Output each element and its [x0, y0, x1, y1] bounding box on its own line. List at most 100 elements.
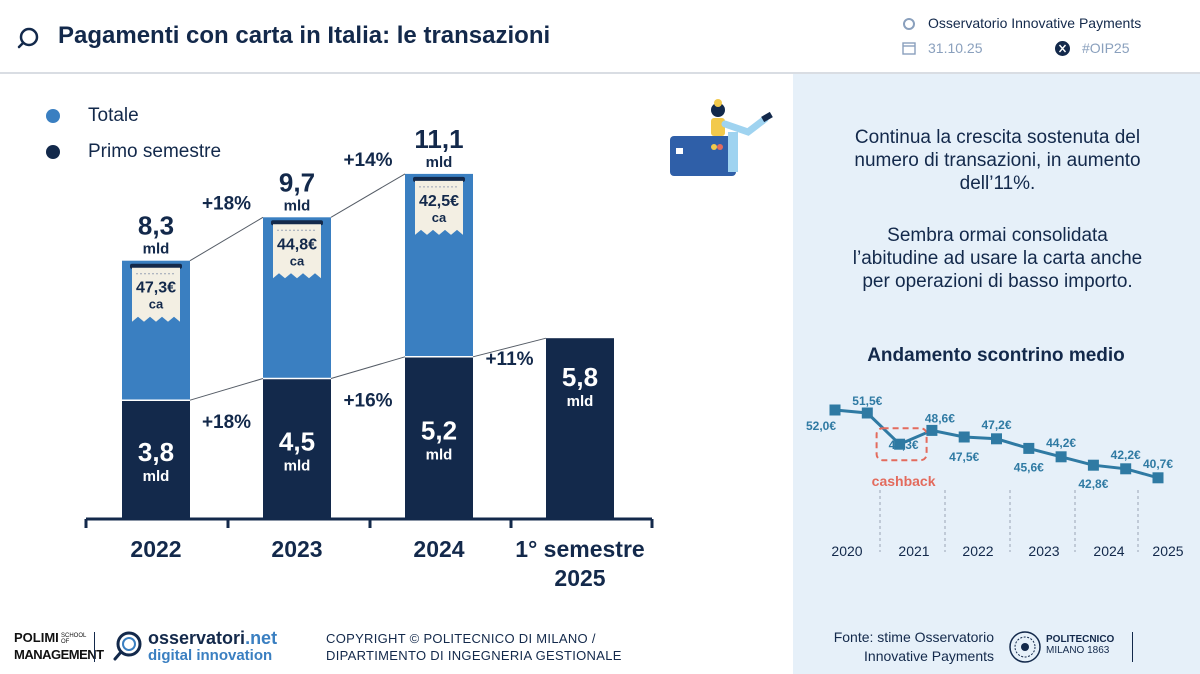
politecnico-seal-icon: [1008, 630, 1042, 664]
data-point-marker: [861, 407, 873, 419]
data-point-marker: [991, 433, 1002, 445]
insight-paragraph-2: Sembra ormai consolidata l’abitudine ad …: [852, 225, 1143, 292]
total-unit-label: mld: [426, 154, 453, 171]
receipt-ca: ca: [432, 210, 447, 225]
growth-label-totale: +14%: [343, 150, 392, 171]
footer-divider: [94, 632, 95, 662]
receipt-value: 42,5€: [419, 193, 459, 210]
osservatori-brand[interactable]: osservatori.net digital innovation: [148, 628, 278, 664]
receipt-slot: [271, 220, 323, 226]
insight-paragraph-1: Continua la crescita sostenuta del numer…: [854, 127, 1141, 194]
card-illustration: [668, 90, 778, 178]
bar-primo-semestre: [405, 356, 473, 518]
header-logo-icon: [16, 26, 40, 50]
data-point-label: 47,2€: [981, 418, 1011, 432]
legend-label-semestre: Primo semestre: [88, 141, 222, 162]
legend-dot-semestre: [46, 145, 60, 159]
source-note: Fonte: stime Osservatorio Innovative Pay…: [833, 629, 994, 664]
data-point-label: 48,6€: [925, 411, 955, 425]
x-tick-label: 2024: [413, 536, 464, 562]
x-tick-label: 2021: [898, 543, 929, 559]
data-point-marker: [829, 404, 841, 416]
data-point-marker: [1023, 442, 1035, 454]
semestre-value-label: 4,5: [279, 426, 315, 456]
line-chart-title: Andamento scontrino medio: [867, 345, 1125, 366]
x-tick-label: 2022: [962, 543, 993, 559]
x-tick-label: 2025: [554, 565, 605, 591]
header-divider: [0, 72, 1200, 74]
insight-panel: [793, 74, 1200, 674]
total-value-label: 9,7: [279, 167, 315, 197]
org-icon: [902, 17, 916, 31]
cashback-highlight: [875, 427, 928, 462]
x-tick-label: 2020: [831, 543, 862, 559]
total-unit-label: mld: [284, 197, 311, 214]
bar-primo-semestre: [263, 378, 331, 518]
receipt-ca: ca: [290, 253, 305, 268]
data-point-label: 51,5€: [852, 394, 882, 408]
growth-connector-totale: [189, 216, 264, 262]
receipt-value: 44,8€: [277, 236, 317, 253]
data-point-label: 40,7€: [1143, 457, 1173, 471]
x-social-icon[interactable]: [1055, 41, 1070, 56]
growth-connector-semestre: [472, 337, 547, 358]
data-point-marker: [1120, 463, 1132, 475]
bar-chart: 47,3€ca8,3mld3,8mld202244,8€ca9,7mld4,5m…: [84, 124, 654, 591]
semestre-unit-label: mld: [284, 457, 311, 474]
semestre-value-label: 3,8: [138, 437, 174, 467]
total-value-label: 8,3: [138, 211, 174, 241]
data-point-label: 42,2€: [1111, 448, 1141, 462]
bar-primo-semestre: [122, 400, 190, 518]
growth-label-totale: +18%: [202, 193, 251, 214]
copyright: COPYRIGHT © POLITECNICO DI MILANO / DIPA…: [326, 631, 622, 663]
data-point-label: 42,8€: [1078, 477, 1108, 491]
receipt-slot: [413, 176, 465, 182]
data-point-marker: [926, 424, 938, 436]
x-tick-label: 2024: [1093, 543, 1124, 559]
x-tick-label: 2022: [130, 536, 181, 562]
data-point-marker: [1087, 459, 1099, 471]
polimi-logo: POLIMI SCHOOL OF MANAGEMENT: [14, 630, 104, 662]
cashback-annotation: cashback: [872, 473, 936, 489]
semestre-unit-label: mld: [567, 393, 594, 410]
receipt-paper: [415, 180, 463, 235]
line-chart: Andamento scontrino medio cashback 52,0€ 51…: [806, 345, 1184, 559]
receipt-value: 47,3€: [136, 280, 176, 297]
receipt-slot: [130, 263, 182, 269]
total-unit-label: mld: [143, 241, 170, 258]
legend-label-totale: Totale: [88, 105, 139, 126]
receipt-paper: [273, 224, 321, 279]
semestre-unit-label: mld: [426, 446, 453, 463]
page-title: Pagamenti con carta in Italia: le transa…: [58, 22, 551, 49]
data-point-label: 44,2€: [1046, 436, 1076, 450]
legend-dot-totale: [46, 109, 60, 123]
politecnico-logo: POLITECNICO MILANO 1863: [1046, 634, 1115, 656]
receipt-ca: ca: [149, 297, 164, 312]
politecnico-divider: [1132, 632, 1133, 662]
data-point-label: 52,0€: [806, 419, 836, 433]
semestre-unit-label: mld: [143, 468, 170, 485]
semestre-value-label: 5,8: [562, 362, 598, 392]
x-tick-label: 2023: [1028, 543, 1059, 559]
data-point-marker: [1055, 451, 1067, 463]
header-org: Osservatorio Innovative Payments: [928, 15, 1142, 31]
data-point-label: 46,3€: [889, 438, 919, 452]
growth-connector-semestre: [330, 356, 406, 379]
data-point-label: 47,5€: [949, 450, 979, 464]
receipt-paper: [132, 267, 180, 322]
total-value-label: 11,1: [414, 124, 463, 154]
x-tick-label: 2023: [271, 536, 322, 562]
growth-label-semestre: +11%: [485, 349, 533, 370]
x-tick-label: 2025: [1152, 543, 1183, 559]
header-hashtag[interactable]: #OIP25: [1082, 40, 1130, 56]
growth-connector-semestre: [189, 378, 264, 401]
calendar-icon: [902, 41, 916, 55]
growth-label-semestre: +18%: [202, 412, 251, 433]
semestre-value-label: 5,2: [421, 415, 457, 445]
header-date: 31.10.25: [928, 40, 983, 56]
growth-label-semestre: +16%: [343, 391, 392, 412]
bar-primo-semestre: [546, 338, 614, 518]
x-tick-label: 1° semestre: [515, 536, 644, 562]
growth-connector-totale: [330, 173, 406, 218]
data-point-marker: [1152, 472, 1164, 484]
